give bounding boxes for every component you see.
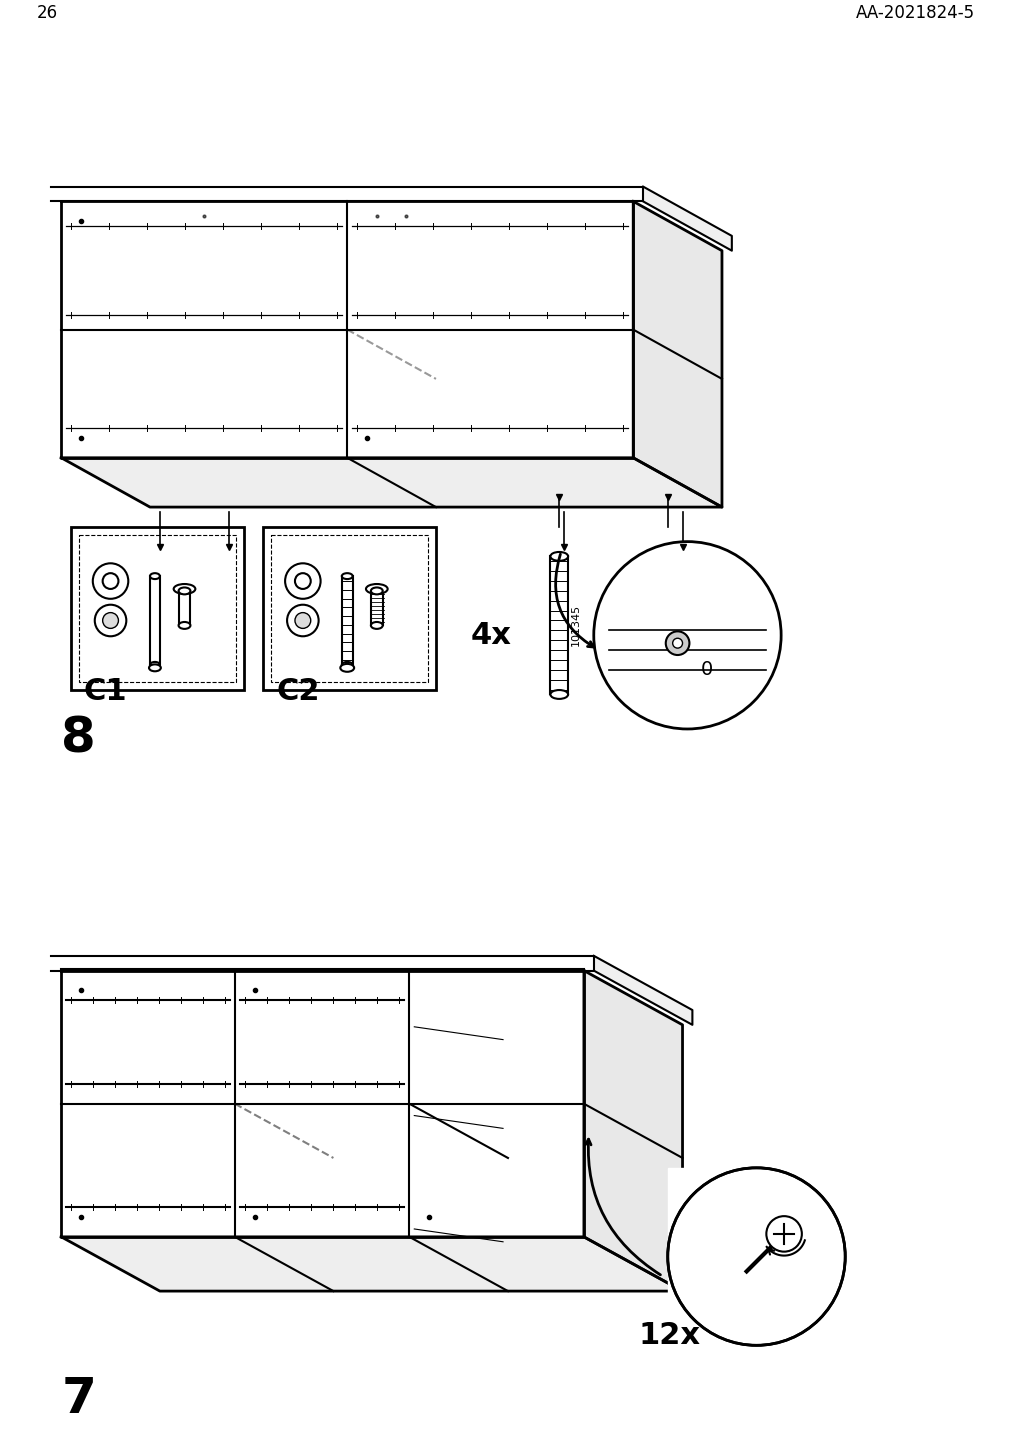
Ellipse shape bbox=[342, 573, 352, 579]
Ellipse shape bbox=[178, 621, 190, 629]
Ellipse shape bbox=[550, 690, 567, 699]
Ellipse shape bbox=[150, 662, 160, 667]
Polygon shape bbox=[583, 971, 681, 1292]
Ellipse shape bbox=[370, 587, 382, 594]
Bar bbox=[263, 527, 436, 690]
Polygon shape bbox=[667, 1169, 844, 1345]
Ellipse shape bbox=[174, 584, 195, 594]
Text: 8: 8 bbox=[62, 715, 96, 762]
Polygon shape bbox=[62, 202, 633, 458]
Polygon shape bbox=[633, 202, 721, 507]
Bar bbox=[370, 591, 382, 626]
Ellipse shape bbox=[370, 621, 382, 629]
Polygon shape bbox=[62, 1237, 681, 1292]
Circle shape bbox=[294, 573, 310, 589]
Polygon shape bbox=[62, 971, 583, 1237]
Bar bbox=[71, 527, 244, 690]
Bar bbox=[342, 576, 353, 664]
Circle shape bbox=[672, 639, 681, 649]
Circle shape bbox=[765, 1216, 801, 1252]
Text: C2: C2 bbox=[276, 677, 319, 706]
Circle shape bbox=[593, 541, 780, 729]
Circle shape bbox=[665, 632, 688, 654]
Text: 7: 7 bbox=[62, 1375, 96, 1423]
Text: 26: 26 bbox=[36, 4, 58, 21]
Polygon shape bbox=[52, 955, 593, 971]
Ellipse shape bbox=[150, 573, 160, 579]
Circle shape bbox=[102, 613, 118, 629]
Text: 101345: 101345 bbox=[570, 604, 580, 646]
Polygon shape bbox=[52, 186, 642, 202]
Polygon shape bbox=[642, 186, 731, 251]
Circle shape bbox=[93, 563, 128, 599]
Text: 4x: 4x bbox=[470, 621, 511, 650]
Ellipse shape bbox=[550, 551, 567, 561]
Polygon shape bbox=[593, 955, 692, 1025]
Circle shape bbox=[294, 613, 310, 629]
Text: AA-2021824-5: AA-2021824-5 bbox=[855, 4, 975, 21]
Ellipse shape bbox=[340, 664, 354, 672]
Text: 12x: 12x bbox=[638, 1322, 700, 1350]
Polygon shape bbox=[62, 458, 721, 507]
Bar bbox=[79, 534, 236, 682]
Circle shape bbox=[287, 604, 318, 636]
Bar bbox=[271, 534, 428, 682]
Bar bbox=[150, 576, 160, 664]
Circle shape bbox=[102, 573, 118, 589]
Ellipse shape bbox=[366, 584, 387, 594]
Ellipse shape bbox=[342, 662, 352, 667]
Circle shape bbox=[285, 563, 320, 599]
Text: C1: C1 bbox=[84, 677, 127, 706]
Bar bbox=[178, 591, 190, 626]
Bar bbox=[550, 557, 567, 695]
Circle shape bbox=[95, 604, 126, 636]
Ellipse shape bbox=[149, 664, 161, 672]
Ellipse shape bbox=[178, 587, 190, 594]
Text: 0: 0 bbox=[701, 660, 713, 679]
